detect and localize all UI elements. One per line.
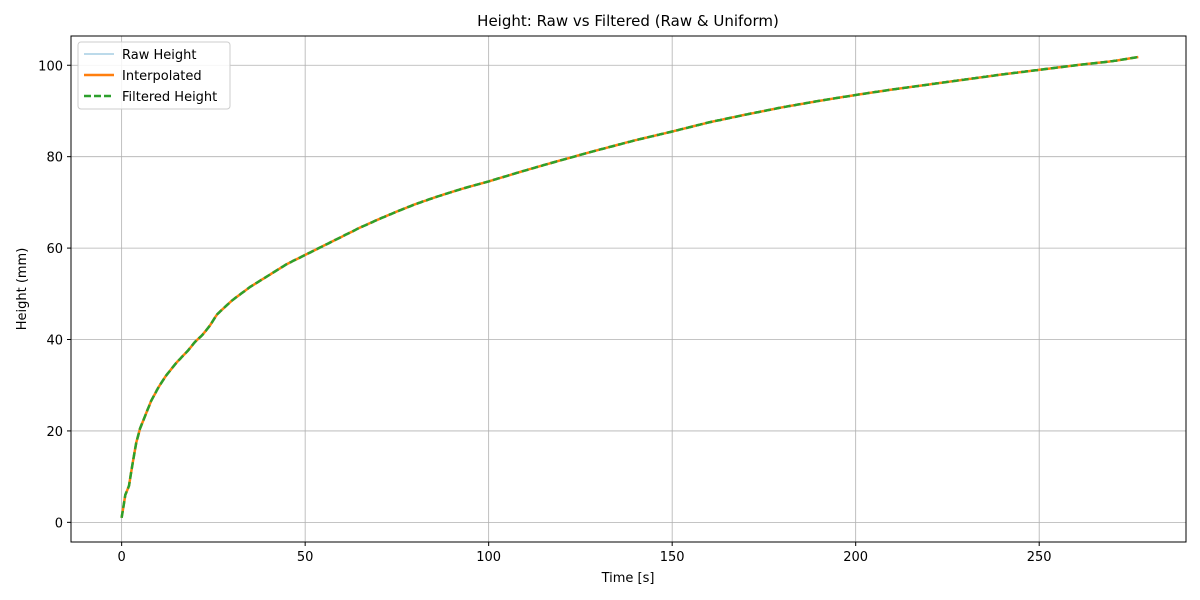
x-tick-label: 100 [476,550,501,565]
legend-label-interpolated: Interpolated [122,69,202,84]
x-tick-label: 250 [1027,550,1052,565]
y-tick-label: 100 [38,59,63,74]
x-tick-label: 150 [660,550,685,565]
series-raw-height [121,56,1139,518]
series-layer [120,55,1139,519]
series-filtered-height [120,55,1139,519]
plot-frame [70,35,1187,543]
x-tick-label: 0 [118,550,126,565]
x-axis-label: Time [s] [601,571,655,586]
y-axis-label: Height (mm) [15,248,30,331]
y-tick-label: 0 [55,516,63,531]
legend-box [77,41,231,110]
grid-lines [71,36,1186,542]
y-axis-ticks: 0 20 40 60 80 100 [38,59,71,531]
y-tick-label: 40 [46,334,63,349]
x-axis-ticks: 0 50 100 150 200 250 [118,542,1052,565]
legend-label-raw: Raw Height [122,48,196,63]
y-tick-label: 80 [46,151,63,166]
x-tick-label: 200 [843,550,868,565]
x-tick-label: 50 [297,550,314,565]
y-tick-label: 60 [46,242,63,257]
series-interpolated [120,55,1139,519]
legend: Raw Height Interpolated Filtered Height [77,41,231,110]
chart-title: Height: Raw vs Filtered (Raw & Uniform) [477,12,779,30]
legend-label-filtered: Filtered Height [122,90,217,105]
y-tick-label: 20 [46,425,63,440]
